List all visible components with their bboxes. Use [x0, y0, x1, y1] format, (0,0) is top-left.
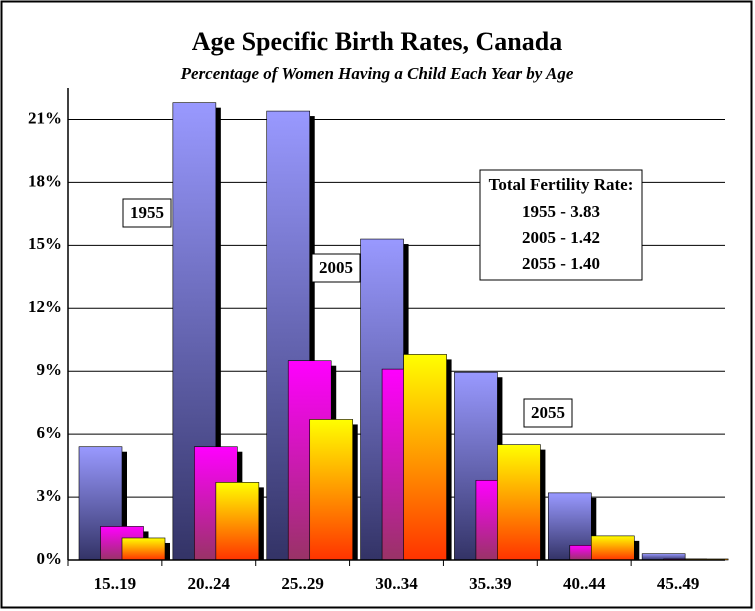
y-tick-label: 12% [28, 297, 62, 316]
annotation-title: Total Fertility Rate: [489, 175, 634, 194]
legend-label: 2005 [319, 258, 353, 277]
legend-box [523, 398, 573, 428]
legend-box [122, 198, 172, 228]
y-tick-label: 21% [28, 108, 62, 127]
x-tick-label: 45..49 [657, 574, 700, 593]
y-tick-label: 9% [37, 360, 63, 379]
x-tick-label: 25..29 [281, 574, 324, 593]
x-tick-label: 15..19 [94, 574, 137, 593]
x-tick-label: 35..39 [469, 574, 512, 593]
legend-label: 1955 [130, 203, 164, 222]
x-tick-label: 20..24 [188, 574, 231, 593]
legend-label: 2055 [531, 403, 565, 422]
annotation-box [479, 169, 643, 281]
annotation-line: 2055 - 1.40 [522, 254, 600, 273]
x-tick-label: 40..44 [563, 574, 606, 593]
bar [497, 444, 541, 561]
y-tick-label: 15% [28, 234, 62, 253]
y-tick-label: 3% [37, 486, 63, 505]
chart-title: Age Specific Birth Rates, Canada [192, 27, 562, 56]
chart-subtitle: Percentage of Women Having a Child Each … [180, 64, 574, 83]
y-tick-label: 6% [37, 423, 63, 442]
y-tick-label: 18% [28, 171, 62, 190]
x-tick-label: 30..34 [375, 574, 418, 593]
bar [121, 537, 166, 561]
legend-box [311, 253, 361, 283]
bar [309, 419, 354, 561]
y-tick-label: 0% [37, 549, 63, 568]
bar [403, 354, 447, 561]
annotation-line: 2005 - 1.42 [522, 228, 600, 247]
bar [215, 482, 260, 561]
annotation-line: 1955 - 3.83 [522, 202, 600, 221]
bar [590, 535, 635, 561]
